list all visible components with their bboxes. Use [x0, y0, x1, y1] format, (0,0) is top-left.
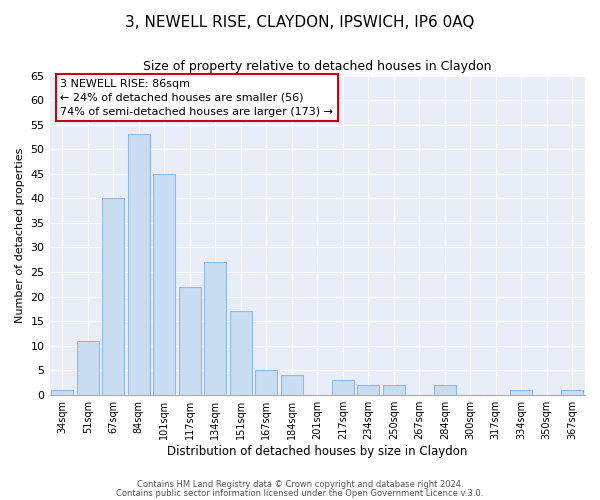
Title: Size of property relative to detached houses in Claydon: Size of property relative to detached ho…	[143, 60, 491, 73]
Bar	[281, 375, 302, 394]
Text: Contains HM Land Registry data © Crown copyright and database right 2024.: Contains HM Land Registry data © Crown c…	[137, 480, 463, 489]
Bar	[77, 340, 98, 394]
Text: 3 NEWELL RISE: 86sqm
← 24% of detached houses are smaller (56)
74% of semi-detac: 3 NEWELL RISE: 86sqm ← 24% of detached h…	[60, 78, 333, 116]
Bar	[154, 174, 175, 394]
Bar	[128, 134, 149, 394]
Text: 3, NEWELL RISE, CLAYDON, IPSWICH, IP6 0AQ: 3, NEWELL RISE, CLAYDON, IPSWICH, IP6 0A…	[125, 15, 475, 30]
Bar	[179, 286, 200, 395]
Bar	[230, 311, 251, 394]
Bar	[103, 198, 124, 394]
Bar	[434, 385, 455, 394]
Bar	[205, 262, 226, 394]
Y-axis label: Number of detached properties: Number of detached properties	[15, 148, 25, 323]
Bar	[256, 370, 277, 394]
Bar	[52, 390, 73, 394]
Bar	[383, 385, 404, 394]
Bar	[332, 380, 353, 394]
Bar	[511, 390, 532, 394]
X-axis label: Distribution of detached houses by size in Claydon: Distribution of detached houses by size …	[167, 444, 467, 458]
Text: Contains public sector information licensed under the Open Government Licence v.: Contains public sector information licen…	[116, 488, 484, 498]
Bar	[358, 385, 379, 394]
Bar	[562, 390, 583, 394]
